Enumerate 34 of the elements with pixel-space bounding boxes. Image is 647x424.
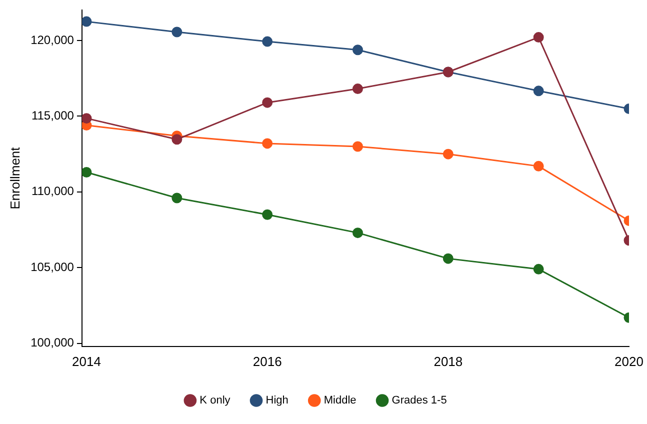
y-tick-label: 115,000	[31, 108, 74, 123]
point	[82, 16, 92, 27]
point	[442, 148, 454, 160]
y-tick-label: 105,000	[30, 260, 74, 274]
point	[352, 84, 363, 94]
point	[533, 32, 544, 43]
y-tick-label: 100,000	[30, 336, 74, 350]
legend-label: Grades 1-5	[392, 394, 447, 407]
point	[352, 228, 363, 238]
point	[533, 86, 544, 96]
x-tick-label: 2016	[252, 354, 282, 369]
x-tick-label: 2020	[614, 354, 644, 369]
x-tick-label: 2018	[434, 354, 463, 369]
legend-label: High	[266, 394, 288, 407]
y-tick-label: 120,000	[30, 32, 74, 47]
point	[82, 113, 92, 124]
legend-label: Middle	[324, 394, 356, 407]
y-axis-title: Enrollment	[7, 146, 22, 210]
point	[262, 97, 273, 108]
point	[442, 253, 454, 264]
x-tick-label: 2014	[72, 354, 101, 369]
point	[262, 209, 273, 220]
point	[262, 36, 273, 47]
point	[533, 160, 544, 172]
point	[352, 141, 363, 152]
point	[352, 44, 363, 56]
point	[82, 166, 92, 178]
point	[172, 134, 182, 145]
legend-label: K only	[200, 394, 231, 407]
point	[262, 138, 273, 149]
point	[172, 192, 182, 204]
y-tick-label: 110,000	[31, 184, 74, 198]
point	[533, 264, 544, 274]
point	[172, 26, 182, 38]
